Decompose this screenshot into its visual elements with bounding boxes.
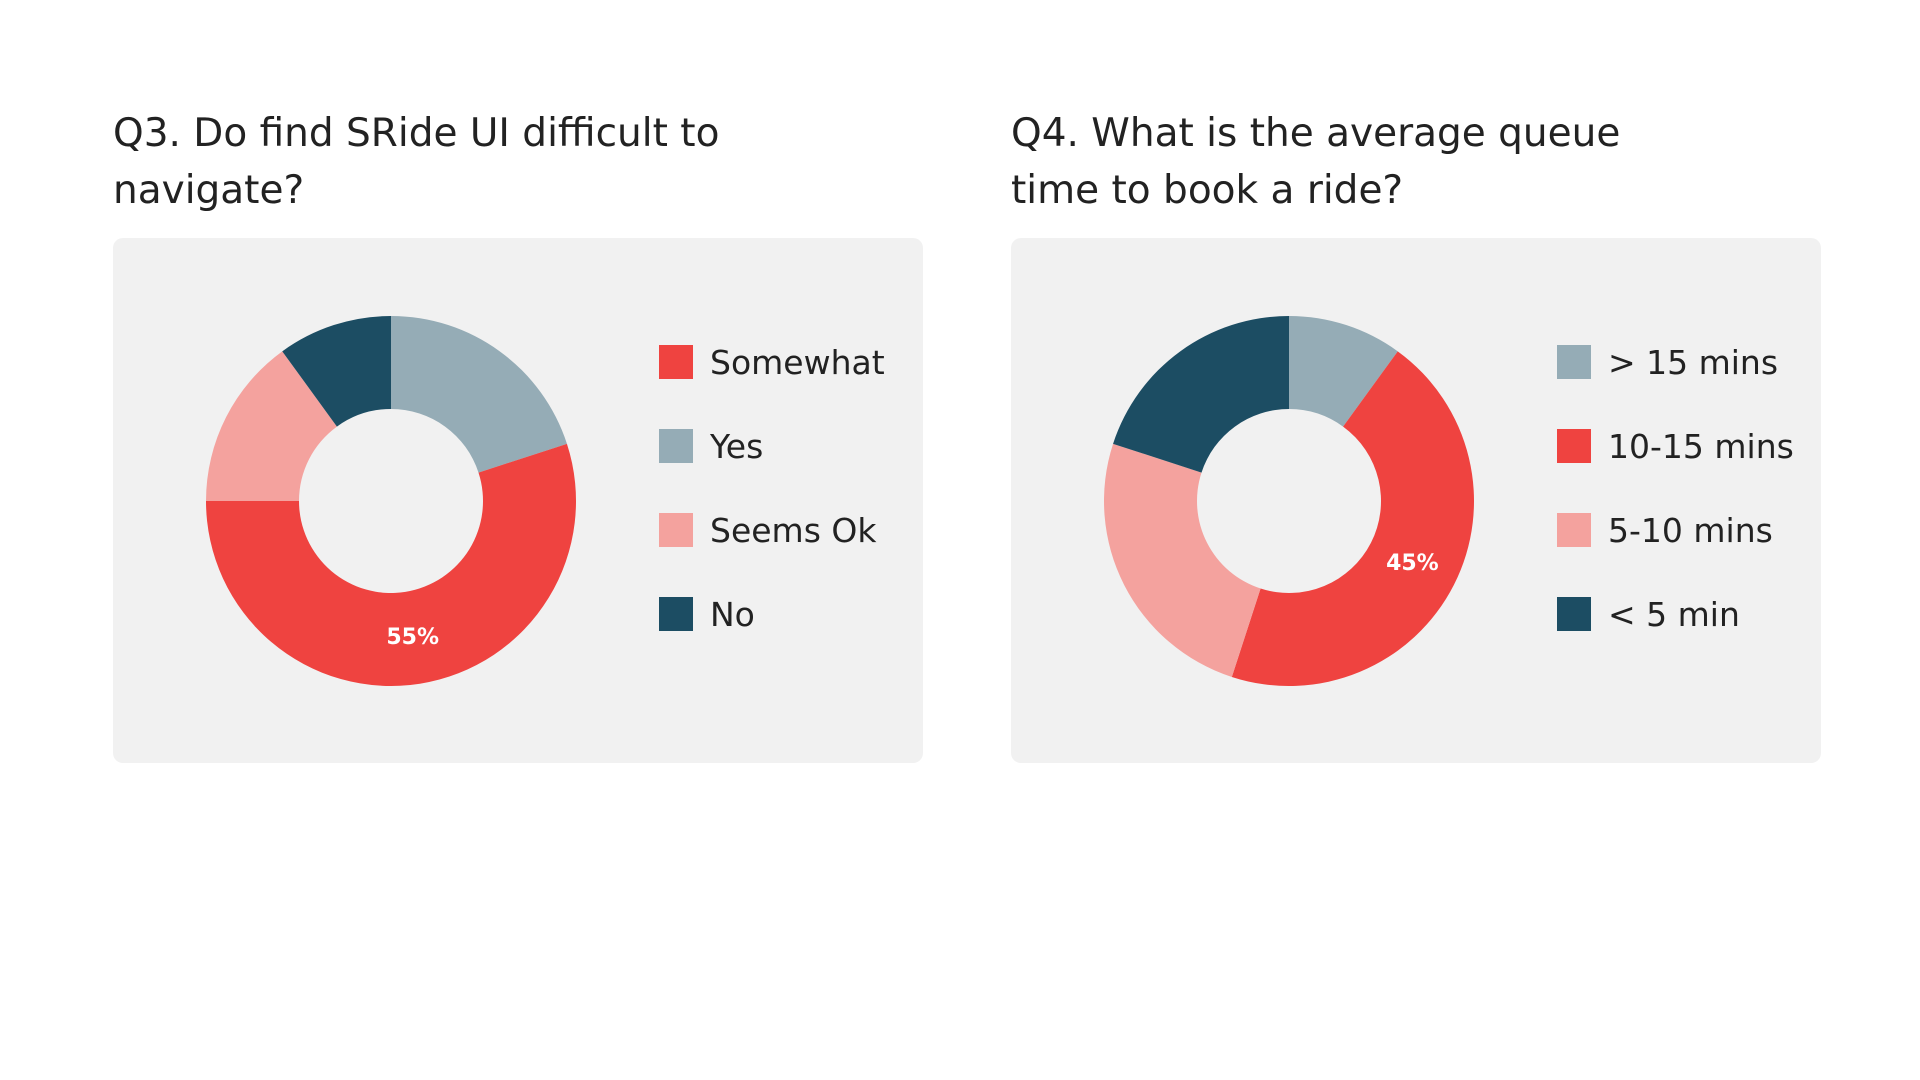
- q4-slice-5-10-mins: [1104, 443, 1261, 677]
- q4-donut-svg: 45%: [1104, 316, 1474, 686]
- q4-slice-10-15-mins: [1231, 351, 1474, 686]
- q3-donut-chart: 55%: [206, 316, 576, 686]
- q3-legend-item: No: [659, 594, 885, 634]
- q3-donut-svg: 55%: [206, 316, 576, 686]
- q3-legend-item: Yes: [659, 426, 885, 466]
- q3-legend-swatch: [659, 597, 693, 631]
- q3-slice-somewhat: [206, 443, 576, 686]
- q4-legend-label: 10-15 mins: [1608, 426, 1794, 466]
- q4-legend-label: 5-10 mins: [1608, 510, 1773, 550]
- q4-legend-swatch: [1557, 597, 1591, 631]
- q3-legend-item: Seems Ok: [659, 510, 885, 550]
- q3-legend-label: Seems Ok: [710, 510, 877, 550]
- q3-legend-label: Somewhat: [710, 342, 885, 382]
- q4-chart-card: 45% > 15 mins 10-15 mins 5-10 mins < 5 m…: [1011, 238, 1821, 763]
- q3-legend-swatch: [659, 513, 693, 547]
- q4-legend-label: > 15 mins: [1608, 342, 1779, 382]
- q4-donut-chart: 45%: [1104, 316, 1474, 686]
- q4-legend-item: 10-15 mins: [1557, 426, 1794, 466]
- q4-data-label: 45%: [1386, 551, 1439, 576]
- q4-legend-swatch: [1557, 513, 1591, 547]
- q4-legend-swatch: [1557, 345, 1591, 379]
- q3-data-label: 55%: [386, 625, 439, 650]
- q3-chart-card: 55% Somewhat Yes Seems Ok No: [113, 238, 923, 763]
- q4-chart-title: Q4. What is the average queue time to bo…: [1011, 111, 1621, 213]
- q3-legend-label: Yes: [710, 426, 764, 466]
- q3-legend-label: No: [710, 594, 755, 634]
- q3-legend-item: Somewhat: [659, 342, 885, 382]
- q4-slice-15-mins: [1289, 316, 1398, 427]
- q4-legend-label: < 5 min: [1608, 594, 1740, 634]
- q3-slice-seems-ok: [206, 351, 337, 501]
- q3-chart-title: Q3. Do find SRide UI difficult to naviga…: [113, 111, 720, 213]
- q4-legend: > 15 mins 10-15 mins 5-10 mins < 5 min: [1557, 342, 1794, 681]
- q4-legend-swatch: [1557, 429, 1591, 463]
- q3-slice-no: [282, 316, 391, 427]
- q3-legend-swatch: [659, 345, 693, 379]
- q3-slice-yes: [391, 316, 567, 473]
- q4-slice-5-min: [1113, 316, 1289, 473]
- q3-legend: Somewhat Yes Seems Ok No: [659, 342, 885, 681]
- q4-legend-item: > 15 mins: [1557, 342, 1794, 382]
- q3-legend-swatch: [659, 429, 693, 463]
- q4-legend-item: 5-10 mins: [1557, 510, 1794, 550]
- q4-legend-item: < 5 min: [1557, 594, 1794, 634]
